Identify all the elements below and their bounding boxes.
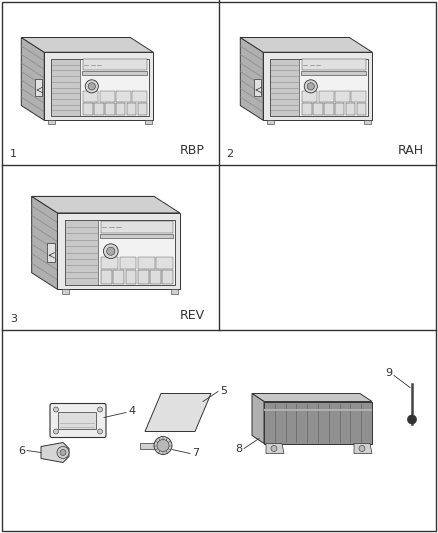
Circle shape — [307, 83, 314, 90]
Bar — [303, 103, 312, 115]
Bar — [138, 103, 147, 115]
Bar — [51, 59, 149, 116]
Bar — [254, 79, 261, 96]
Circle shape — [85, 80, 99, 93]
Bar — [84, 103, 93, 115]
Polygon shape — [266, 443, 284, 454]
Circle shape — [53, 407, 59, 412]
Bar — [35, 79, 42, 96]
Polygon shape — [32, 196, 180, 213]
Bar — [65, 220, 98, 285]
Bar — [270, 59, 368, 116]
Text: RBP: RBP — [180, 144, 205, 157]
Text: 1: 1 — [10, 149, 17, 159]
Bar — [303, 92, 317, 102]
Bar — [302, 60, 366, 70]
Text: 6: 6 — [18, 446, 25, 456]
Text: 9: 9 — [385, 368, 392, 378]
Bar — [105, 103, 115, 115]
Bar — [127, 103, 136, 115]
Circle shape — [359, 446, 365, 451]
Bar — [132, 92, 147, 102]
Polygon shape — [240, 37, 372, 52]
Polygon shape — [145, 120, 152, 124]
Bar — [58, 411, 96, 429]
Polygon shape — [145, 393, 211, 432]
Text: REV: REV — [180, 309, 205, 322]
Bar — [140, 442, 162, 448]
Bar — [301, 71, 366, 75]
Text: 2: 2 — [226, 149, 233, 159]
Circle shape — [88, 83, 95, 90]
Bar — [57, 213, 180, 289]
Text: RAH: RAH — [398, 144, 424, 157]
Polygon shape — [364, 120, 371, 124]
Bar — [150, 270, 161, 284]
Bar — [138, 257, 155, 269]
Circle shape — [304, 80, 318, 93]
Text: 5: 5 — [220, 386, 227, 397]
Bar — [335, 103, 344, 115]
Polygon shape — [252, 393, 372, 401]
Bar — [65, 220, 175, 285]
Circle shape — [57, 447, 69, 458]
Bar — [264, 401, 372, 443]
Bar — [263, 52, 372, 120]
Bar — [156, 257, 173, 269]
Polygon shape — [170, 289, 178, 294]
Polygon shape — [21, 37, 44, 120]
Text: 8: 8 — [235, 445, 242, 455]
Bar — [351, 92, 366, 102]
Bar — [270, 59, 299, 116]
Circle shape — [98, 407, 102, 412]
Bar — [126, 270, 137, 284]
Circle shape — [271, 446, 277, 451]
Bar — [82, 71, 147, 75]
Circle shape — [107, 247, 115, 255]
Polygon shape — [252, 393, 264, 443]
Bar — [346, 103, 355, 115]
Bar — [335, 92, 350, 102]
Bar — [120, 257, 137, 269]
Circle shape — [53, 429, 59, 434]
Bar — [162, 270, 173, 284]
Bar — [116, 92, 131, 102]
Bar — [44, 52, 153, 120]
Bar — [101, 221, 173, 233]
Polygon shape — [267, 120, 274, 124]
Bar — [84, 92, 98, 102]
Polygon shape — [41, 442, 69, 463]
Circle shape — [60, 449, 66, 456]
Bar — [138, 270, 149, 284]
Circle shape — [407, 415, 417, 424]
Bar — [113, 270, 124, 284]
Circle shape — [103, 244, 118, 259]
Bar — [313, 103, 323, 115]
FancyBboxPatch shape — [50, 403, 106, 438]
Polygon shape — [354, 443, 372, 454]
Polygon shape — [21, 37, 153, 52]
Bar — [100, 92, 115, 102]
Text: 4: 4 — [128, 407, 135, 416]
Circle shape — [157, 440, 169, 451]
Text: 7: 7 — [192, 448, 199, 458]
Text: 3: 3 — [10, 314, 17, 324]
Bar — [319, 92, 334, 102]
Polygon shape — [62, 289, 69, 294]
Polygon shape — [48, 120, 55, 124]
Bar — [94, 103, 104, 115]
Bar — [116, 103, 125, 115]
Bar — [324, 103, 334, 115]
Bar — [83, 60, 147, 70]
Circle shape — [154, 437, 172, 455]
Bar — [357, 103, 366, 115]
Bar — [47, 243, 55, 262]
Polygon shape — [32, 196, 57, 289]
Polygon shape — [240, 37, 263, 120]
Circle shape — [98, 429, 102, 434]
Bar — [101, 257, 118, 269]
Bar — [100, 234, 173, 238]
Bar — [101, 270, 112, 284]
Bar — [51, 59, 80, 116]
